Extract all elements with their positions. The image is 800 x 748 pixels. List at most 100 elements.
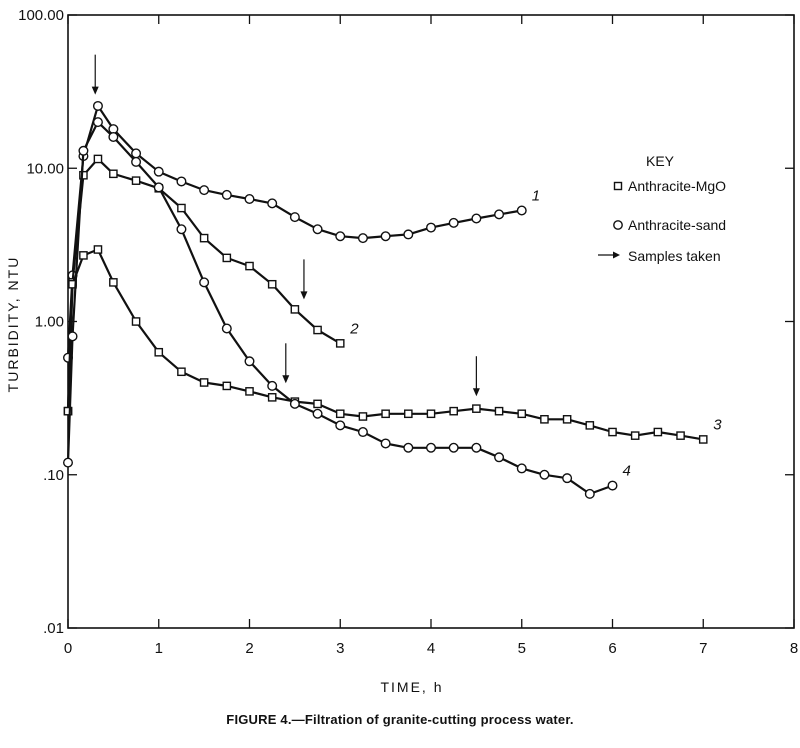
x-tick-label: 8: [790, 640, 798, 657]
y-axis-label: TURBIDITY, NTU: [5, 256, 21, 393]
data-point-square: [358, 412, 368, 421]
figure-caption: FIGURE 4.—Filtration of granite-cutting …: [226, 712, 574, 727]
data-point-circle: [357, 427, 368, 438]
x-tick-label: 0: [64, 640, 72, 657]
data-point-square: [313, 325, 322, 335]
data-point-circle: [380, 231, 391, 242]
data-point-circle: [357, 233, 368, 244]
data-point-square: [472, 404, 481, 413]
data-point-square: [630, 431, 640, 440]
sample-arrow-head: [472, 388, 480, 397]
data-point-circle: [267, 380, 278, 391]
data-point-square: [63, 406, 73, 416]
data-point-circle: [312, 408, 323, 419]
data-point-square: [109, 278, 118, 287]
data-point-circle: [426, 222, 437, 233]
data-point-circle: [312, 224, 323, 235]
data-point-square: [222, 253, 232, 263]
data-point-square: [698, 435, 708, 444]
data-point-square: [426, 409, 436, 419]
series-label: 2: [349, 320, 359, 337]
data-point-circle: [244, 356, 255, 367]
data-point-square: [79, 251, 88, 260]
data-point-square: [653, 427, 663, 437]
data-point-square: [131, 317, 141, 326]
data-point-circle: [153, 166, 164, 177]
series-3: 3: [63, 245, 722, 444]
legend-square-marker: [613, 181, 623, 191]
y-tick-label: .10: [43, 467, 64, 484]
data-point-circle: [267, 198, 278, 209]
data-point-circle: [92, 100, 103, 111]
data-point-square: [290, 305, 300, 314]
data-point-circle: [108, 131, 119, 142]
data-point-circle: [221, 189, 232, 200]
x-tick-label: 6: [608, 640, 616, 657]
series-layer: 1 2 3 4: [63, 100, 722, 499]
data-point-circle: [199, 185, 210, 196]
data-point-circle: [516, 463, 527, 474]
data-point-square: [109, 169, 118, 179]
x-tick-label: 4: [427, 640, 435, 657]
series-4: 4: [63, 117, 631, 499]
plot-frame: [67, 14, 795, 629]
series-line: [66, 120, 613, 495]
data-point-circle: [448, 217, 459, 228]
data-point-circle: [176, 176, 187, 187]
data-point-circle: [63, 457, 74, 468]
data-point-circle: [584, 488, 595, 499]
y-tick-label: 100.00: [18, 7, 64, 24]
x-tick-label: 3: [336, 640, 344, 657]
legend-arrow-icon: [598, 251, 620, 259]
data-point-square: [494, 406, 504, 416]
legend: KEY Anthracite-MgO Anthracite-sand Sampl…: [598, 153, 726, 264]
x-tick-label: 2: [245, 640, 253, 657]
series-label: 3: [713, 416, 722, 433]
legend-circle-marker: [613, 220, 623, 230]
y-tick-label: .01: [43, 620, 64, 637]
data-point-circle: [289, 398, 300, 409]
y-tick-label: 1.00: [35, 314, 64, 331]
data-point-square: [199, 233, 209, 243]
legend-entry-anthracite-mgo: Anthracite-MgO: [628, 178, 726, 194]
x-tick-label: 5: [518, 640, 526, 657]
legend-entry-samples-taken: Samples taken: [628, 248, 721, 264]
data-point-circle: [176, 224, 187, 235]
data-point-circle: [131, 148, 142, 159]
data-point-circle: [403, 229, 414, 240]
data-point-square: [517, 409, 527, 419]
axes: [67, 14, 795, 629]
data-point-square: [79, 170, 88, 180]
x-axis-label: TIME, h: [380, 679, 443, 695]
data-point-circle: [335, 231, 346, 242]
data-point-square: [335, 409, 345, 419]
data-point-square: [335, 339, 345, 348]
data-point-circle: [403, 442, 414, 453]
ticks: 0 1 2 3 4 5 6 7 8 100.00 10.00 1.00 .10 .01: [18, 7, 798, 657]
legend-title: KEY: [646, 153, 675, 169]
data-point-circle: [516, 205, 527, 216]
data-point-square: [608, 427, 617, 437]
data-point-circle: [448, 442, 459, 453]
data-point-circle: [199, 277, 210, 288]
data-point-square: [313, 399, 322, 409]
series-label: 1: [532, 188, 540, 205]
data-point-square: [404, 409, 413, 419]
sample-arrow-head: [300, 291, 308, 300]
data-point-square: [540, 415, 549, 424]
data-point-circle: [471, 442, 482, 453]
data-point-circle: [562, 473, 573, 484]
data-point-square: [267, 393, 277, 402]
data-point-square: [449, 406, 458, 416]
turbidity-chart: 0 1 2 3 4 5 6 7 8 100.00 10.00 1.00 .10 .01 TIME, h T…: [5, 7, 798, 695]
data-point-square: [562, 415, 572, 424]
data-point-circle: [380, 438, 391, 449]
data-point-square: [177, 367, 186, 377]
data-point-circle: [244, 194, 255, 205]
data-point-circle: [221, 323, 232, 334]
y-tick-label: 10.00: [26, 160, 64, 177]
data-point-square: [222, 381, 232, 391]
data-point-circle: [153, 182, 164, 193]
data-point-square: [381, 409, 390, 419]
series-2: 2: [63, 154, 359, 416]
